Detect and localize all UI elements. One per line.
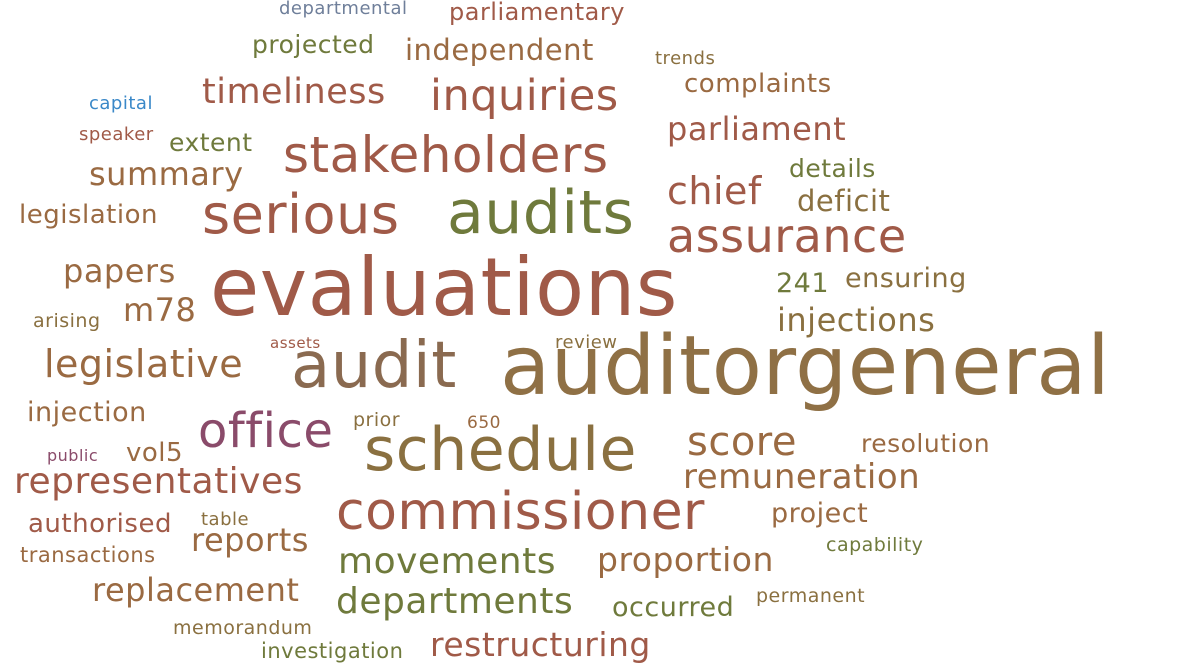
word-speaker: speaker	[79, 124, 154, 145]
word-table: table	[201, 509, 250, 530]
word-deficit: deficit	[797, 184, 891, 218]
word-permanent: permanent	[756, 585, 866, 607]
word-office: office	[198, 403, 334, 459]
word-transactions: transactions	[20, 543, 156, 567]
word-stakeholders: stakeholders	[283, 126, 609, 184]
word-serious: serious	[202, 183, 400, 246]
word-parliament: parliament	[667, 110, 847, 148]
word-vol5: vol5	[126, 438, 184, 468]
word-capability: capability	[826, 534, 924, 556]
word-project: project	[771, 498, 869, 529]
word-assurance: assurance	[667, 209, 907, 263]
word-650: 650	[467, 413, 501, 433]
word-departmental: departmental	[279, 0, 408, 19]
word-investigation: investigation	[261, 639, 404, 663]
word-review: review	[555, 332, 618, 353]
word-resolution: resolution	[861, 429, 991, 458]
word-restructuring: restructuring	[430, 625, 651, 664]
word-representatives: representatives	[14, 461, 303, 502]
word-authorised: authorised	[28, 509, 172, 539]
word-summary: summary	[89, 155, 244, 193]
word-m78: m78	[123, 291, 197, 329]
word-assets: assets	[270, 334, 321, 352]
word-movements: movements	[338, 541, 556, 582]
word-occurred: occurred	[612, 592, 735, 623]
word-departments: departments	[336, 581, 574, 622]
word-arising: arising	[33, 310, 101, 332]
word-injection: injection	[27, 397, 147, 428]
word-papers: papers	[63, 252, 176, 290]
word-legislative: legislative	[44, 342, 244, 386]
word-replacement: replacement	[92, 571, 300, 609]
word-details: details	[789, 154, 876, 183]
word-complaints: complaints	[684, 69, 832, 99]
word-legislation: legislation	[19, 200, 158, 230]
word-241: 241	[776, 268, 830, 299]
word-capital: capital	[89, 93, 153, 114]
word-independent: independent	[405, 33, 594, 67]
word-extent: extent	[169, 128, 253, 157]
word-inquiries: inquiries	[430, 71, 619, 121]
word-score: score	[687, 419, 797, 465]
word-auditorgeneral: auditorgeneral	[500, 319, 1111, 414]
word-reports: reports	[191, 521, 309, 559]
word-audit: audit	[291, 329, 457, 403]
word-commissioner: commissioner	[336, 482, 705, 542]
word-public: public	[47, 446, 99, 465]
word-projected: projected	[252, 30, 375, 59]
word-remuneration: remuneration	[683, 457, 921, 497]
word-proportion: proportion	[597, 540, 774, 579]
word-prior: prior	[353, 409, 401, 431]
word-schedule: schedule	[364, 415, 637, 485]
word-parliamentary: parliamentary	[449, 0, 625, 26]
word-injections: injections	[777, 301, 936, 339]
word-timeliness: timeliness	[202, 72, 386, 112]
word-evaluations: evaluations	[210, 241, 678, 334]
word-audits: audits	[447, 178, 635, 248]
word-trends: trends	[655, 48, 716, 69]
word-chief: chief	[667, 169, 762, 213]
word-ensuring: ensuring	[845, 263, 967, 294]
word-memorandum: memorandum	[173, 617, 313, 639]
